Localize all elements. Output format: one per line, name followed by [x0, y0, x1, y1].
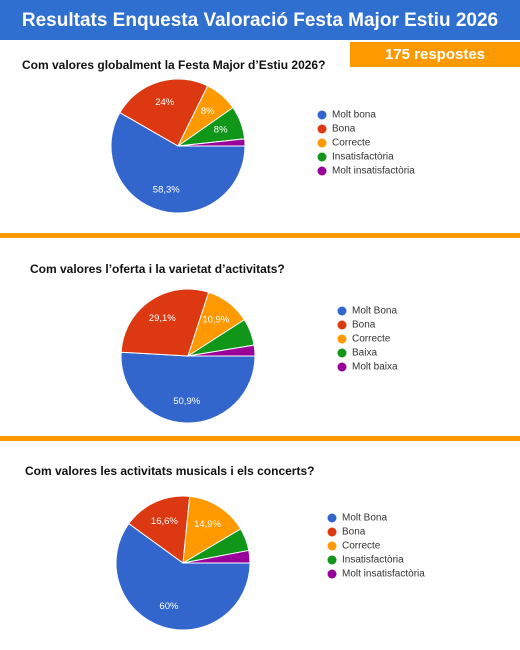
legend-label: Correcte [342, 541, 381, 552]
pie-slice [182, 549, 251, 564]
legend-marker [337, 348, 347, 358]
legend-label: Baixa [352, 348, 377, 359]
legend-marker [327, 541, 337, 551]
legend-marker [317, 138, 327, 148]
badge [350, 42, 520, 67]
legend-marker [337, 320, 347, 330]
legend-marker [337, 334, 347, 344]
slice-label: 8% [201, 106, 215, 117]
legend-label: Molt Bona [342, 513, 387, 524]
legend-label: Correcte [332, 138, 371, 149]
badge-text: 175 respostes [385, 46, 485, 63]
slice-label: 8% [214, 125, 228, 136]
header-title: Resultats Enquesta Valoració Festa Major… [22, 10, 498, 31]
slice-label: 50,9% [173, 396, 200, 407]
legend-label: Molt baixa [352, 362, 398, 373]
slice-label: 10,9% [202, 314, 229, 325]
legend-label: Molt Bona [352, 306, 397, 317]
legend-label: Molt bona [332, 110, 376, 121]
pie-slice [120, 288, 210, 357]
slice-label: 29,1% [149, 313, 176, 324]
legend-marker [337, 362, 347, 372]
legend-marker [317, 152, 327, 162]
legend-label: Bona [352, 320, 376, 331]
legend-marker [317, 166, 327, 176]
question: Com valores les activitats musicals i el… [25, 464, 314, 478]
legend-marker [317, 124, 327, 134]
legend-marker [327, 513, 337, 523]
slice-label: 58,3% [153, 185, 180, 196]
slice-label: 24% [155, 97, 175, 108]
pie-slice [120, 351, 256, 424]
pie-slice [110, 111, 246, 214]
legend-label: Insatisfactòria [342, 555, 404, 566]
legend-label: Molt insatisfactòria [332, 166, 415, 177]
legend-marker [327, 555, 337, 565]
question: Com valores l’oferta i la varietat d’act… [30, 262, 285, 276]
pie-slice [182, 495, 242, 564]
legend-label: Bona [332, 124, 356, 135]
divider [0, 436, 520, 441]
legend-label: Molt insatisfactòria [342, 569, 425, 580]
slice-label: 14,9% [194, 519, 221, 530]
pie-slice [115, 522, 251, 631]
legend-marker [337, 306, 347, 316]
pie-slice [128, 495, 191, 564]
divider [0, 233, 520, 238]
slice-label: 16,6% [151, 516, 178, 527]
legend-label: Insatisfactòria [332, 152, 394, 163]
legend-marker [327, 569, 337, 579]
legend-marker [317, 110, 327, 120]
header-bar [0, 0, 520, 40]
pie-slice [177, 138, 246, 147]
pie-slice [187, 344, 256, 357]
slice-label: 60% [159, 601, 179, 612]
question: Com valores globalment la Festa Major d’… [22, 58, 325, 72]
legend-marker [327, 527, 337, 537]
legend-label: Bona [342, 527, 366, 538]
legend-label: Correcte [352, 334, 391, 345]
